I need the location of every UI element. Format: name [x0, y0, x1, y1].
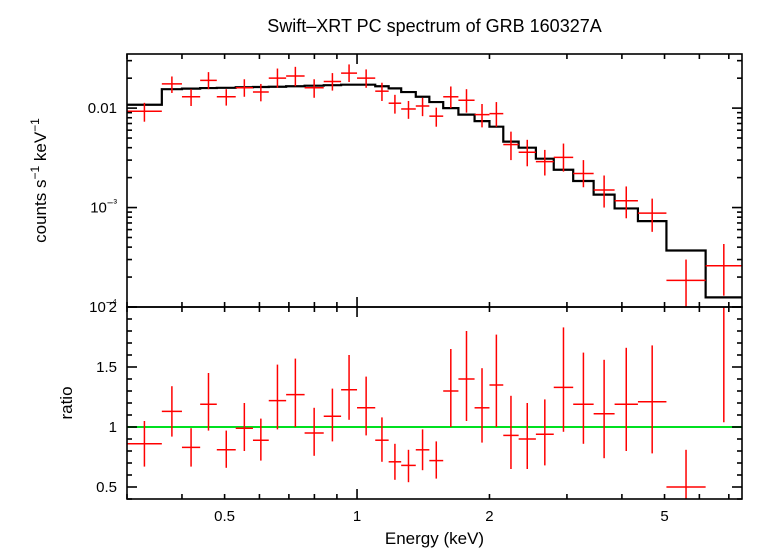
y-bot-tick-label: 2	[109, 299, 117, 316]
x-tick-label: 0.5	[214, 508, 235, 525]
y-bot-tick-label: 0.5	[96, 479, 117, 496]
chart-title: Swift–XRT PC spectrum of GRB 160327A	[267, 16, 602, 36]
y-top-axis-label: counts s−1 keV−1	[28, 118, 50, 243]
chart-svg: Swift–XRT PC spectrum of GRB 160327A 0.5 1…	[0, 0, 758, 556]
y-bot-tick-label: 1	[109, 419, 117, 436]
y-bot-axis-label: ratio	[57, 386, 76, 419]
y-bot-tick-label: 1.5	[96, 359, 117, 376]
x-tick-label: 5	[660, 508, 668, 525]
x-axis-label: Energy (keV)	[385, 529, 484, 548]
x-tick-label: 1	[353, 508, 361, 525]
x-tick-label: 2	[485, 508, 493, 525]
y-top-tick-label: 0.01	[88, 100, 117, 117]
chart-container: Swift–XRT PC spectrum of GRB 160327A 0.5 1…	[0, 0, 758, 556]
